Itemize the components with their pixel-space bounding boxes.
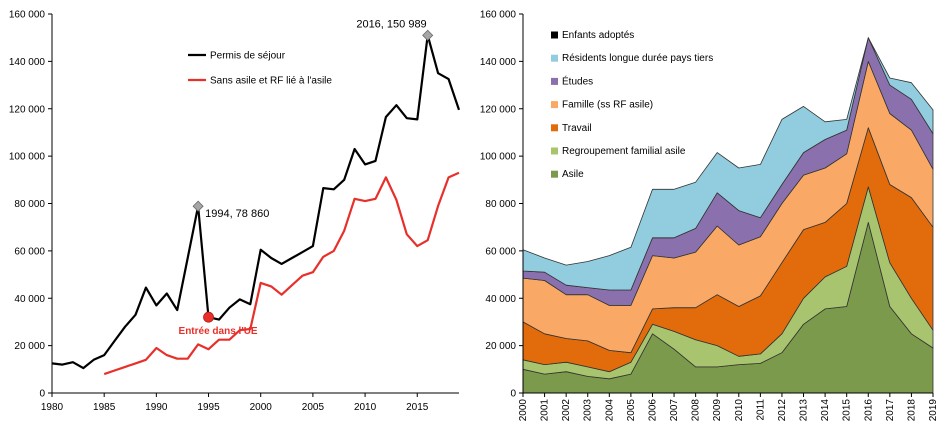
right-y-tick-label: 140 000 [480,57,517,68]
right-x-tick-label: 2019 [928,399,939,422]
legend-label: Travail [562,123,592,134]
right-y-tick-label: 40 000 [485,294,516,305]
eu-entry-marker [203,311,214,323]
left-axes: 0 20 000 40 000 60 000 80 000 100 000 120 000 1… [9,10,459,413]
legend-swatch [551,77,558,85]
left-y-tick-label: 80 000 [14,199,45,210]
legend-label: Enfants adoptés [562,30,634,41]
right-x-tick-label: 2003 [583,399,594,422]
right-y-tick-label: 0 [510,389,516,400]
right-x-tick-label: 2008 [691,399,702,422]
right-x-tick-label: 2011 [755,399,766,421]
left-x-tick-label: 2005 [302,402,325,413]
left-annotations: 1994, 78 860 2016, 150 989 Entrée dans l'U… [179,18,434,337]
legend-label: Permis de séjour [210,51,286,62]
legend-swatch [551,147,558,155]
right-x-tick-label: 2004 [604,399,615,422]
right-x-tick-label: 2010 [734,399,745,422]
right-x-tick-label: 2007 [669,399,680,422]
right-axes: 0 20 000 40 000 60 000 80 000 100 000 120 000 1… [480,10,939,422]
right-y-tick-label: 120 000 [480,104,517,115]
peak-marker-diamond [192,200,204,212]
legend-label: Sans asile et RF lié à l'asile [210,76,332,87]
right-area-layers [522,37,934,394]
left-y-tick-label: 100 000 [9,152,46,163]
legend-swatch [551,31,558,39]
left-x-tick-label: 2015 [406,402,429,413]
area-layer-5 [522,37,934,291]
left-y-tick-label: 140 000 [9,57,46,68]
left-x-tick-label: 2010 [354,402,377,413]
right-x-tick-label: 2016 [863,399,874,422]
right-y-tick-label: 60 000 [485,246,516,257]
legend-swatch [551,54,558,62]
right-x-tick-label: 2012 [777,399,788,422]
right-x-tick-label: 2001 [540,399,551,422]
left-y-tick-label: 60 000 [14,246,45,257]
right-y-tick-label: 80 000 [485,199,516,210]
left-y-tick-label: 40 000 [14,294,45,305]
left-y-tick-label: 0 [39,389,45,400]
left-x-tick-label: 1995 [197,402,220,413]
right-x-tick-label: 2014 [820,399,831,422]
legend-label: Famille (ss RF asile) [562,100,653,111]
right-x-tick-label: 2002 [561,399,572,422]
legend-swatch [551,101,558,109]
right-x-tick-label: 2017 [885,399,896,422]
right-x-tick-label: 2009 [712,399,723,422]
annotation-label: 2016, 150 989 [356,18,426,30]
left-x-tick-label: 1985 [93,402,116,413]
right-x-tick-label: 2000 [518,399,529,422]
legend-label: Études [562,74,593,87]
right-y-tick-label: 160 000 [480,10,517,21]
left-x-tick-label: 1980 [41,402,64,413]
legend-label: Résidents longue durée pays tiers [562,53,713,64]
left-y-tick-label: 160 000 [9,10,46,21]
left-y-tick-label: 120 000 [9,104,46,115]
annotation-label: 1994, 78 860 [205,208,269,220]
series-line-sans-asile [103,171,460,376]
legend-swatch [551,170,558,178]
right-x-tick-label: 2006 [647,399,658,422]
left-x-tick-label: 2000 [250,402,273,413]
left-y-tick-label: 20 000 [14,341,45,352]
right-x-tick-label: 2013 [799,399,810,422]
annotation-label: Entrée dans l'UE [179,326,258,337]
right-y-tick-label: 100 000 [480,152,517,163]
right-x-tick-label: 2005 [626,399,637,422]
series-line-permis-de-sejour [51,34,461,370]
legend-label: Asile [562,169,584,180]
legend-label: Regroupement familial asile [562,146,686,157]
left-legend: Permis de séjour Sans asile et RF lié à l… [188,51,332,87]
legend-swatch [551,124,558,132]
right-y-tick-label: 20 000 [485,341,516,352]
left-x-tick-label: 1990 [145,402,168,413]
left-series-lines [51,34,461,376]
right-x-tick-label: 2015 [842,399,853,422]
right-legend: Enfants adoptés Résidents longue durée pa… [551,30,713,180]
right-x-tick-label: 2018 [906,399,917,422]
peak-marker-diamond [422,29,434,41]
